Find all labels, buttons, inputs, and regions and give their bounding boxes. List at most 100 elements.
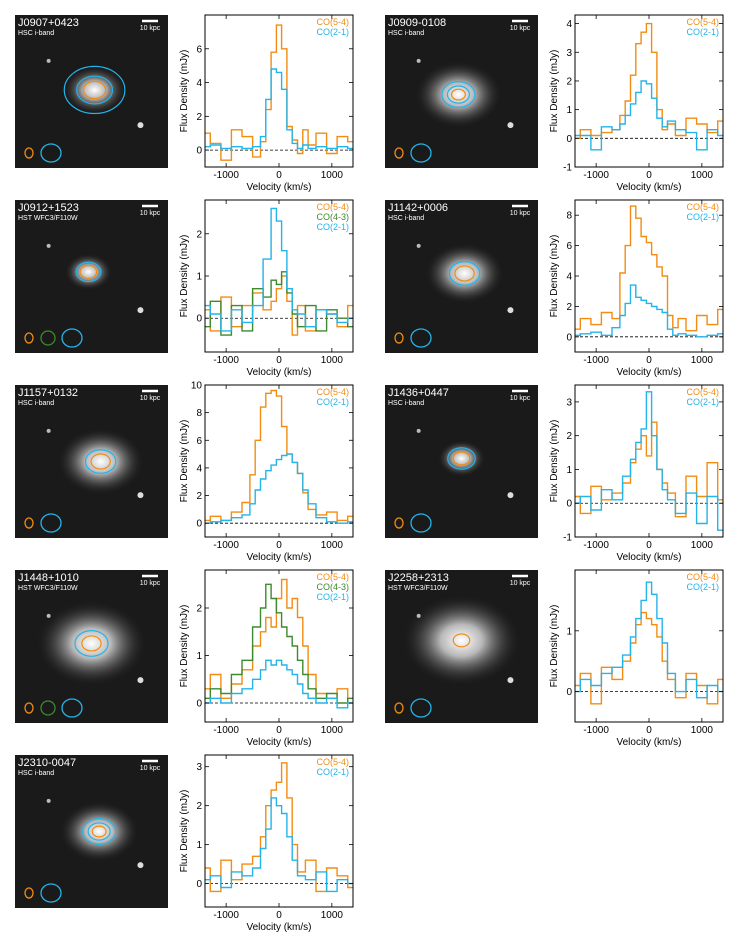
field-star [137, 307, 144, 314]
spectrum-panel-7: -1000 0 1000 0 1 Velocity (km/s) Flux Density … [549, 569, 724, 748]
series-co5-4 [205, 762, 353, 893]
legend-entry: CO(2-1) [686, 397, 719, 407]
x-tick-label: -1000 [583, 725, 609, 736]
x-tick-label: -1000 [213, 170, 239, 181]
spectrum-panel-2: -1000 0 1000 0 1 2 Velocity (km/s) Flux Density… [179, 199, 354, 378]
scale-bar-label: 10 kpc [510, 580, 531, 587]
x-tick-label: 1000 [691, 540, 714, 551]
x-axis-label: Velocity (km/s) [246, 737, 311, 748]
series-co2-1 [575, 80, 723, 151]
co-contour [81, 635, 102, 652]
x-tick-label: 0 [276, 725, 282, 736]
co-contour [446, 85, 471, 104]
legend-entry: CO(2-1) [686, 582, 719, 592]
field-star [137, 492, 144, 499]
image-band-label: HSC i-band [388, 400, 424, 407]
spectrum-panel-8: -1000 0 1000 0 1 2 3 Velocity (km/s) Flux Densit… [179, 754, 354, 933]
series-co2-1 [575, 581, 723, 699]
image-band-label: HST WFC3/F110W [18, 215, 78, 222]
object-name: J0907+0423 [18, 17, 79, 29]
object-name: J2310-0047 [18, 757, 76, 769]
y-tick-label: 4 [196, 463, 202, 474]
y-tick-label: 0 [196, 146, 202, 157]
object-name: J0909-0108 [388, 17, 446, 29]
series-co2-1 [575, 284, 723, 338]
beam-co54 [24, 147, 34, 159]
series-co5-4 [205, 389, 353, 522]
co-contour [74, 629, 109, 657]
y-tick-label: -1 [563, 533, 572, 544]
field-star [416, 243, 421, 248]
x-tick-label: 1000 [691, 725, 714, 736]
object-name: J1448+1010 [18, 572, 79, 584]
x-tick-label: 1000 [321, 540, 344, 551]
image-band-label: HSC i-band [18, 400, 54, 407]
scale-bar-label: 10 kpc [140, 580, 161, 587]
series-co5-4 [575, 611, 723, 705]
plot-frame [574, 569, 724, 723]
y-tick-label: 2 [196, 801, 202, 812]
object-name: J1142+0006 [388, 202, 448, 214]
y-tick-label: 0 [196, 699, 202, 710]
galaxy-glow [424, 242, 505, 305]
field-star [46, 58, 51, 63]
y-axis-label: Flux Density (mJy) [179, 235, 190, 318]
co-contour [84, 449, 117, 474]
field-star [46, 613, 51, 618]
field-star [416, 58, 421, 63]
scale-bar-label: 10 kpc [510, 395, 531, 402]
x-axis-label: Velocity (km/s) [246, 367, 311, 378]
y-tick-label: 1 [566, 626, 572, 637]
legend-entry: CO(5-4) [316, 17, 349, 27]
co-contour [82, 818, 117, 845]
scale-bar-label: 10 kpc [510, 25, 531, 32]
y-tick-label: 4 [566, 19, 572, 30]
beam-co21 [61, 698, 83, 718]
beam-co21 [410, 328, 432, 348]
field-star [137, 122, 144, 129]
beam-co21 [40, 513, 62, 533]
plot-frame [574, 384, 724, 538]
field-star [46, 428, 51, 433]
y-tick-label: -1 [563, 163, 572, 174]
x-tick-label: 0 [646, 170, 652, 181]
series-co2-1 [205, 797, 353, 893]
y-tick-label: 10 [191, 381, 203, 392]
x-axis-label: Velocity (km/s) [616, 182, 681, 193]
co-contour [452, 451, 471, 466]
legend-entry: CO(5-4) [686, 17, 719, 27]
field-star [507, 307, 514, 314]
scale-bar-label: 10 kpc [140, 25, 161, 32]
x-tick-label: 0 [646, 355, 652, 366]
legend-entry: CO(2-1) [316, 27, 349, 37]
y-tick-label: 0 [196, 519, 202, 530]
y-tick-label: 6 [196, 44, 202, 55]
x-tick-label: 1000 [691, 355, 714, 366]
y-tick-label: 0 [566, 687, 572, 698]
co-contour [454, 265, 475, 282]
series-co4-3 [205, 583, 353, 704]
y-tick-label: 8 [196, 408, 202, 419]
x-axis-label: Velocity (km/s) [616, 367, 681, 378]
x-tick-label: -1000 [583, 170, 609, 181]
legend-entry: CO(5-4) [686, 572, 719, 582]
x-tick-label: 0 [276, 540, 282, 551]
x-tick-label: -1000 [213, 910, 239, 921]
y-tick-label: 3 [566, 48, 572, 59]
galaxy-glow [59, 800, 139, 863]
y-tick-label: 1 [196, 272, 202, 283]
field-star [46, 243, 51, 248]
y-axis-label: Flux Density (mJy) [179, 50, 190, 133]
series-co2-1 [205, 659, 353, 709]
y-tick-label: 0 [196, 314, 202, 325]
y-axis-label: Flux Density (mJy) [549, 50, 560, 133]
co-contour [76, 75, 114, 105]
x-tick-label: -1000 [213, 355, 239, 366]
co-contour [75, 261, 102, 283]
series-co2-1 [575, 391, 723, 531]
beam-co43 [40, 330, 56, 346]
